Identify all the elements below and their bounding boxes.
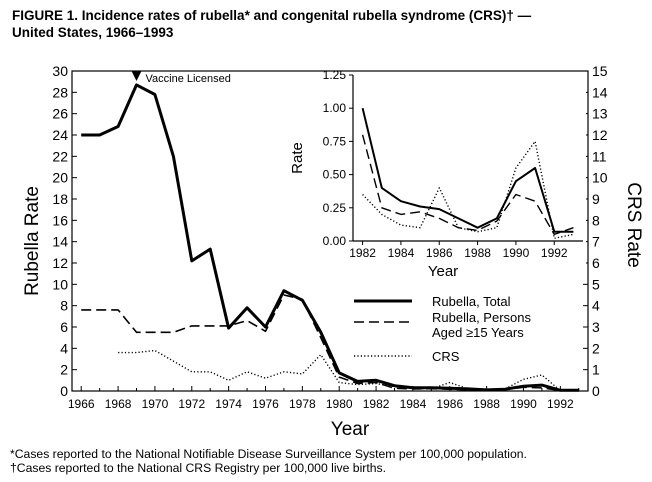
inset-x-tick-label: 1986 <box>426 246 453 260</box>
figure-title: FIGURE 1. Incidence rates of rubella* an… <box>12 7 531 41</box>
footnote-crs: †Cases reported to the National CRS Regi… <box>10 461 386 475</box>
inset-x-tick-label: 1988 <box>464 246 491 260</box>
x-tick-label: 1982 <box>363 397 390 411</box>
main-plot: 0246810121416182022242628300123456789101… <box>22 63 644 440</box>
inset-y-tick-label: 0.00 <box>323 234 347 248</box>
main-plot-frame <box>71 70 589 392</box>
y-tick-label-right: 5 <box>592 276 600 292</box>
y-tick-label-right: 8 <box>592 212 600 228</box>
y-tick-label-right: 10 <box>592 170 608 186</box>
x-tick-label: 1974 <box>215 397 242 411</box>
legend-label: Aged ≥15 Years <box>432 325 524 340</box>
y-tick-label-right: 0 <box>592 383 600 399</box>
y-axis-label-left: Rubella Rate <box>22 186 43 296</box>
y-tick-label-left: 28 <box>52 84 68 100</box>
legend-label: Rubella, Persons <box>432 310 531 325</box>
y-tick-label-right: 7 <box>592 234 600 250</box>
y-tick-label-left: 16 <box>52 212 68 228</box>
inset-x-tick-label: 1982 <box>349 246 376 260</box>
y-tick-label-left: 26 <box>52 106 68 122</box>
y-tick-label-left: 20 <box>52 170 68 186</box>
legend-label: CRS <box>432 349 460 364</box>
legend-label: Rubella, Total <box>432 294 511 309</box>
x-tick-label: 1984 <box>400 397 427 411</box>
figure-title-line1: FIGURE 1. Incidence rates of rubella* an… <box>12 8 532 23</box>
vaccine-marker-icon <box>131 71 142 81</box>
y-tick-label-left: 24 <box>52 127 68 143</box>
inset-x-tick-label: 1984 <box>388 246 415 260</box>
inset-y-tick-label: 1.25 <box>323 68 347 82</box>
y-tick-label-right: 2 <box>592 340 600 356</box>
y-tick-label-left: 8 <box>60 298 68 314</box>
x-tick-label: 1992 <box>547 397 574 411</box>
y-tick-label-left: 30 <box>52 63 68 79</box>
inset-y-tick-label: 0.75 <box>323 134 347 148</box>
y-tick-label-left: 14 <box>52 234 68 250</box>
inset-y-tick-label: 1.00 <box>323 101 347 115</box>
inset-y-axis-label: Rate <box>289 142 306 174</box>
x-tick-label: 1966 <box>68 397 95 411</box>
x-tick-label: 1986 <box>436 397 463 411</box>
y-tick-label-right: 11 <box>592 148 607 164</box>
y-tick-label-right: 4 <box>592 298 600 314</box>
x-tick-label: 1968 <box>105 397 132 411</box>
x-tick-label: 1990 <box>510 397 537 411</box>
y-tick-label-left: 22 <box>52 148 68 164</box>
inset-x-tick-label: 1990 <box>503 246 530 260</box>
x-axis-label: Year <box>331 419 370 440</box>
figure-title-line2: United States, 1966–1993 <box>12 25 174 40</box>
series-line-crs <box>118 349 579 392</box>
y-tick-label-left: 6 <box>60 319 68 335</box>
y-tick-label-left: 10 <box>52 276 68 292</box>
inset-series-line-rubella-total <box>361 107 574 233</box>
inset-x-tick-label: 1992 <box>541 246 568 260</box>
y-tick-label-right: 3 <box>592 319 600 335</box>
inset-plot: 0.00 0.25 0.50 0.75 1.00 1.25 1982 1984 1986 1988… <box>288 68 586 282</box>
y-tick-label-right: 1 <box>592 362 600 378</box>
vaccine-annotation-label: Vaccine Licensed <box>146 73 231 85</box>
y-tick-label-right: 13 <box>592 106 608 122</box>
y-tick-label-left: 0 <box>60 383 68 399</box>
x-tick-label: 1972 <box>178 397 205 411</box>
x-tick-label: 1980 <box>326 397 353 411</box>
y-tick-label-left: 2 <box>60 362 68 378</box>
y-tick-label-left: 12 <box>52 255 68 271</box>
inset-y-tick-label: 0.50 <box>323 168 347 182</box>
y-tick-label-right: 14 <box>592 84 608 100</box>
inset-y-tick-label: 0.25 <box>323 201 347 215</box>
y-tick-label-right: 6 <box>592 255 600 271</box>
y-tick-label-left: 18 <box>52 191 68 207</box>
inset-background <box>288 72 586 282</box>
inset-x-axis-label: Year <box>428 263 458 280</box>
footnote-rubella: *Cases reported to the National Notifiab… <box>10 447 527 461</box>
y-tick-label-right: 12 <box>592 127 608 143</box>
x-tick-label: 1976 <box>252 397 279 411</box>
inset-series-line-crs <box>362 140 574 240</box>
x-tick-label: 1988 <box>473 397 500 411</box>
y-axis-label-right: CRS Rate <box>623 182 644 268</box>
x-tick-label: 1978 <box>289 397 316 411</box>
y-tick-label-right: 15 <box>592 63 608 79</box>
y-tick-label-right: 9 <box>592 191 600 207</box>
x-tick-label: 1970 <box>142 397 169 411</box>
y-tick-label-left: 4 <box>60 340 68 356</box>
